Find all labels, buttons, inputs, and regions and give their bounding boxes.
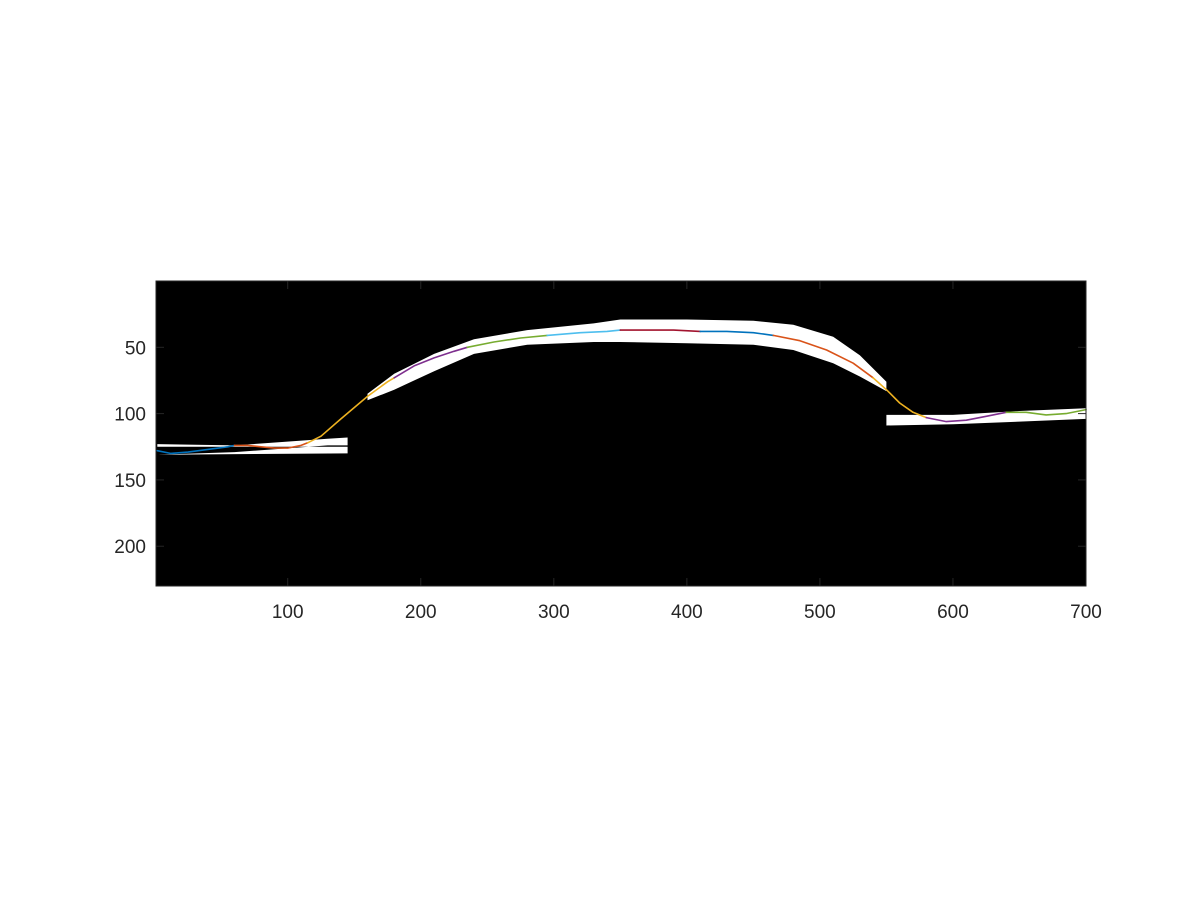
x-tick-label-5: 500 [804, 602, 836, 623]
y-tick-label-4: 200 [114, 537, 146, 558]
axes-box [155, 280, 1087, 587]
series-line-6 [546, 329, 622, 337]
mask-region-2 [367, 319, 887, 401]
y-tick-label-1: 50 [125, 338, 146, 359]
x-tick-label-4: 400 [671, 602, 703, 623]
y-tick-label-3: 150 [114, 471, 146, 492]
series-line-2 [233, 441, 309, 449]
series-line-10 [872, 376, 928, 419]
axes [155, 280, 1087, 587]
series-line-7 [619, 329, 702, 333]
series-line-12 [1005, 408, 1087, 416]
x-tick-label-2: 200 [405, 602, 437, 623]
binary-image [156, 281, 1086, 586]
series-layer [156, 329, 1087, 455]
series-line-8 [699, 330, 775, 337]
tick-labels: 100 200 300 400 500 600 700 50 100 150 200 [114, 338, 1102, 623]
x-tick-label-6: 600 [937, 602, 969, 623]
series-line-11 [925, 411, 1008, 423]
series-line-9 [772, 334, 874, 379]
series-line-1 [156, 444, 236, 455]
series-line-3 [306, 376, 396, 444]
series-line-5 [466, 334, 549, 349]
x-tick-label-7: 700 [1070, 602, 1102, 623]
x-tick-label-1: 100 [272, 602, 304, 623]
x-tick-label-3: 300 [538, 602, 570, 623]
series-line-4 [393, 346, 469, 379]
y-tick-label-2: 100 [114, 405, 146, 426]
